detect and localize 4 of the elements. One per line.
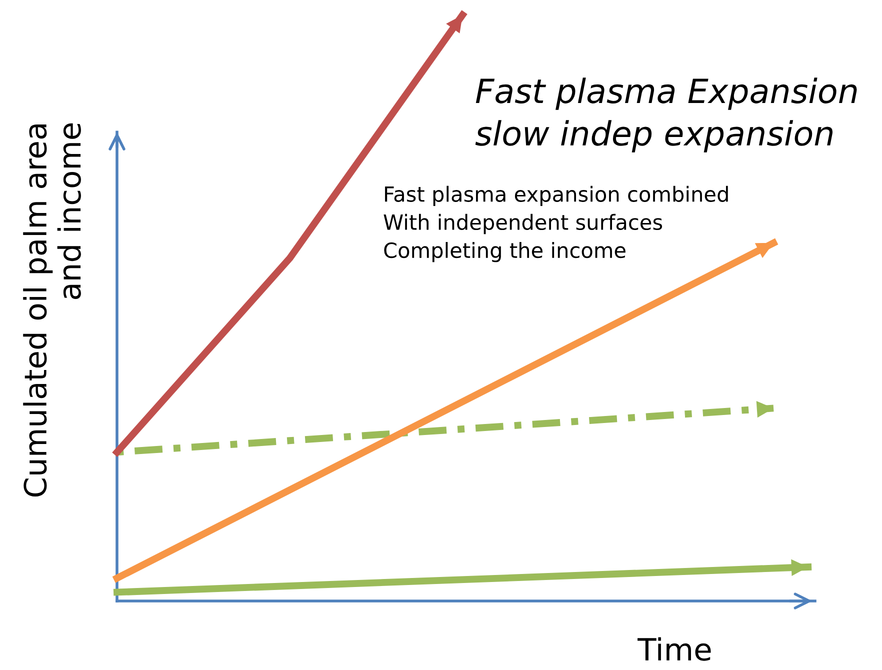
text: Fast plasma Expansion slow indep expansion	[475, 78, 857, 152]
y-axis-title: Cumulated oil palm area and income	[23, 123, 81, 497]
annotation: Fast plasma expansion combined With independent surfaces Completing the income	[384, 186, 728, 262]
x-axis-title: Time	[638, 637, 711, 661]
